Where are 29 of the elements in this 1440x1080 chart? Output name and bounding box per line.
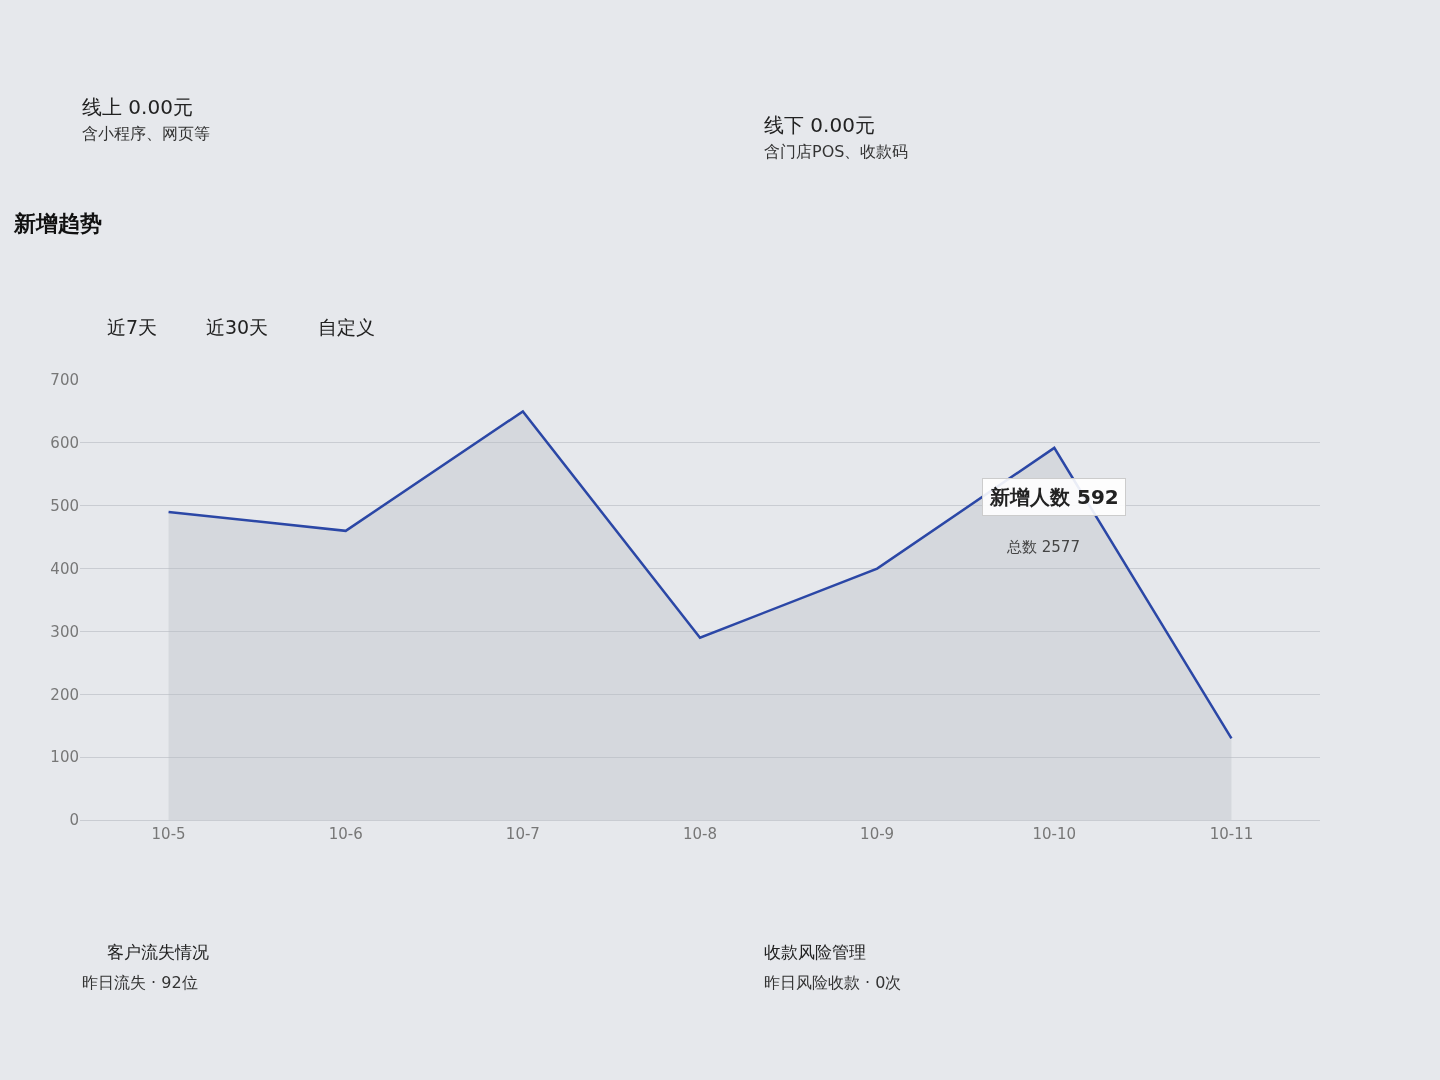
text: 线上 0.00元: [82, 95, 193, 119]
text: 收款风险管理: [764, 942, 866, 962]
y-tick-label: 500: [50, 496, 79, 515]
y-tick-label: 600: [50, 434, 79, 453]
text: 含小程序、网页等: [82, 124, 210, 143]
x-tick-label: 10-5: [151, 825, 186, 843]
annotation: 新增人数 592: [989, 485, 1119, 509]
text: 昨日风险收款 · 0次: [764, 973, 902, 992]
text: 近7天: [107, 316, 158, 338]
x-tick-label: 10-7: [505, 825, 540, 843]
text: 自定义: [318, 316, 375, 338]
text: 近30天: [206, 316, 269, 338]
text: 线下 0.00元: [764, 113, 875, 137]
chart-title: 新增趋势: [13, 211, 103, 237]
x-tick-label: 10-8: [682, 825, 718, 843]
y-tick-label: 700: [50, 371, 79, 390]
x-tick-label: 10-10: [1032, 825, 1077, 843]
annotation: 总数 2577: [1006, 538, 1080, 556]
text: 昨日流失 · 92位: [82, 973, 198, 992]
y-tick-label: 200: [50, 685, 79, 704]
x-tick-label: 10-6: [328, 825, 363, 843]
text: 客户流失情况: [107, 942, 209, 962]
y-tick-label: 400: [50, 559, 79, 578]
x-tick-label: 10-11: [1209, 825, 1254, 843]
x-tick-label: 10-9: [860, 825, 895, 843]
y-tick-label: 0: [69, 811, 79, 830]
y-tick-label: 300: [50, 622, 79, 641]
text: 含门店POS、收款码: [764, 142, 909, 161]
y-tick-label: 100: [50, 748, 79, 767]
